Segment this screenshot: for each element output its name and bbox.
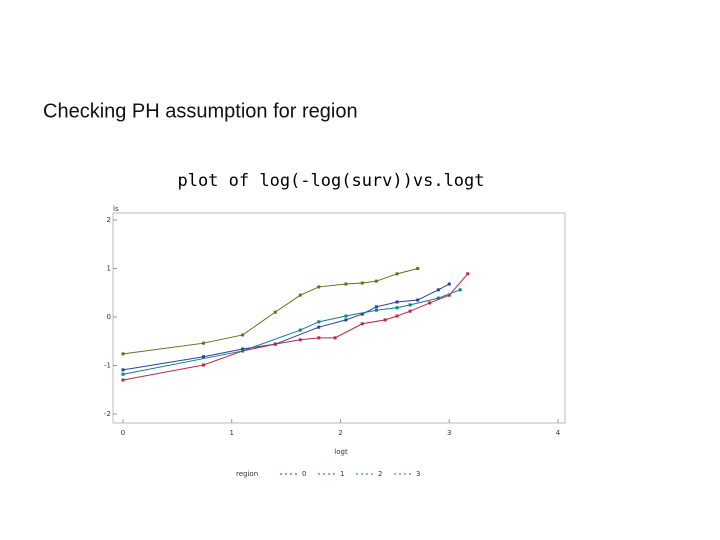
data-point bbox=[436, 288, 440, 292]
data-point bbox=[201, 341, 205, 345]
data-point bbox=[201, 355, 205, 359]
data-point bbox=[298, 328, 302, 332]
x-tick-label: 3 bbox=[447, 429, 451, 437]
data-point bbox=[428, 301, 432, 305]
data-point bbox=[395, 300, 399, 304]
y-tick-label: -1 bbox=[104, 362, 111, 370]
x-tick-label: 4 bbox=[556, 429, 561, 437]
data-point bbox=[436, 296, 440, 300]
data-point bbox=[408, 303, 412, 307]
data-point bbox=[317, 320, 321, 324]
data-point bbox=[121, 372, 125, 376]
data-point bbox=[241, 349, 245, 353]
data-point bbox=[395, 272, 399, 276]
data-point bbox=[395, 306, 399, 310]
series-line bbox=[122, 273, 469, 381]
series-line bbox=[122, 289, 461, 375]
plot-frame bbox=[112, 212, 566, 424]
data-point bbox=[298, 293, 302, 297]
data-point bbox=[333, 336, 337, 340]
legend-label: 0 bbox=[302, 470, 306, 478]
data-point bbox=[374, 308, 378, 312]
legend-label: 1 bbox=[340, 470, 344, 478]
data-point bbox=[374, 305, 378, 309]
data-point bbox=[374, 279, 378, 283]
data-point bbox=[317, 336, 321, 340]
x-axis-label: logt bbox=[334, 448, 348, 456]
y-tick-label: -2 bbox=[104, 410, 111, 418]
data-point bbox=[360, 312, 364, 316]
data-point bbox=[317, 325, 321, 329]
chart-title: plot of log(-log(surv))vs.logt bbox=[177, 171, 484, 191]
data-point bbox=[416, 267, 420, 270]
slide-heading: Checking PH assumption for region bbox=[43, 100, 358, 122]
data-point bbox=[121, 352, 125, 356]
y-axis-label: ls bbox=[113, 205, 119, 213]
x-tick-label: 0 bbox=[121, 429, 125, 437]
data-point bbox=[360, 322, 364, 326]
data-point bbox=[447, 282, 451, 286]
data-point bbox=[458, 288, 462, 292]
legend-title: region bbox=[236, 470, 258, 478]
data-point bbox=[344, 282, 348, 286]
y-tick-label: 1 bbox=[107, 265, 111, 273]
data-point bbox=[121, 368, 125, 372]
data-point bbox=[416, 298, 420, 302]
data-point bbox=[408, 309, 412, 313]
series-line bbox=[122, 283, 450, 371]
data-point bbox=[395, 314, 399, 318]
data-point bbox=[121, 378, 125, 382]
legend-label: 3 bbox=[416, 470, 420, 478]
data-point bbox=[344, 314, 348, 318]
data-point bbox=[360, 281, 364, 285]
data-point bbox=[466, 272, 470, 276]
x-tick-label: 2 bbox=[338, 429, 342, 437]
data-point bbox=[273, 310, 277, 314]
y-tick-label: 2 bbox=[107, 216, 111, 224]
legend-label: 2 bbox=[378, 470, 382, 478]
data-point bbox=[273, 342, 277, 346]
data-point bbox=[383, 318, 387, 322]
data-point bbox=[241, 347, 245, 351]
data-point bbox=[344, 318, 348, 322]
y-tick-label: 0 bbox=[107, 313, 111, 321]
data-point bbox=[447, 293, 451, 297]
data-point bbox=[298, 338, 302, 342]
x-tick-label: 1 bbox=[230, 429, 234, 437]
data-point bbox=[317, 285, 321, 289]
data-point bbox=[241, 333, 245, 337]
data-point bbox=[201, 363, 205, 367]
